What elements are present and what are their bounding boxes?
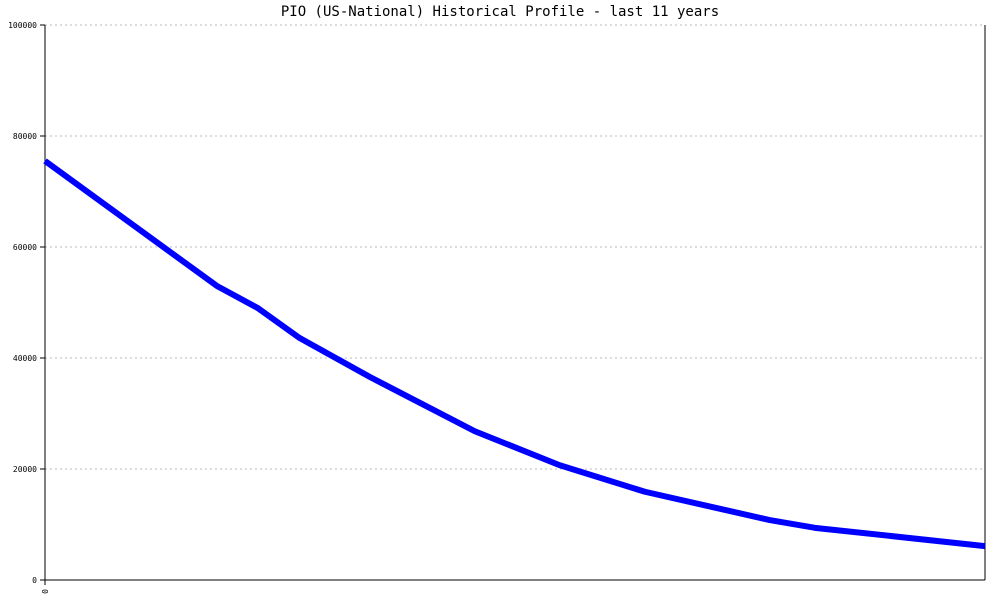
x-tick-label: 0: [41, 589, 50, 594]
y-tick-label: 0: [32, 576, 37, 585]
y-tick-label: 20000: [13, 465, 37, 474]
series-line: [43, 158, 986, 550]
y-tick-label: 80000: [13, 132, 37, 141]
y-tick-label: 60000: [13, 243, 37, 252]
y-tick-label: 100000: [8, 21, 37, 30]
y-tick-label: 40000: [13, 354, 37, 363]
chart-title: PIO (US-National) Historical Profile - l…: [280, 4, 720, 20]
